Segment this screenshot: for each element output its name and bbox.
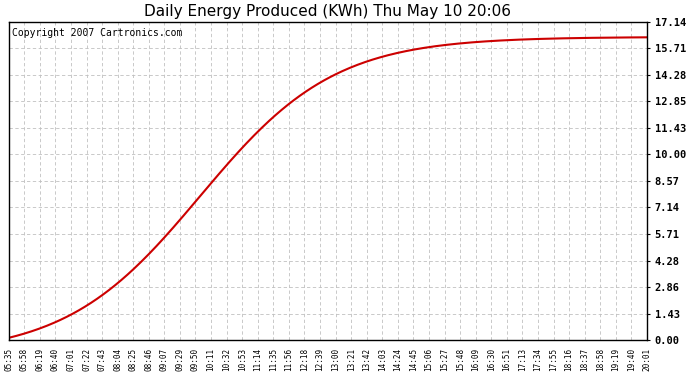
Title: Daily Energy Produced (KWh) Thu May 10 20:06: Daily Energy Produced (KWh) Thu May 10 2…	[144, 4, 511, 19]
Text: Copyright 2007 Cartronics.com: Copyright 2007 Cartronics.com	[12, 28, 182, 38]
